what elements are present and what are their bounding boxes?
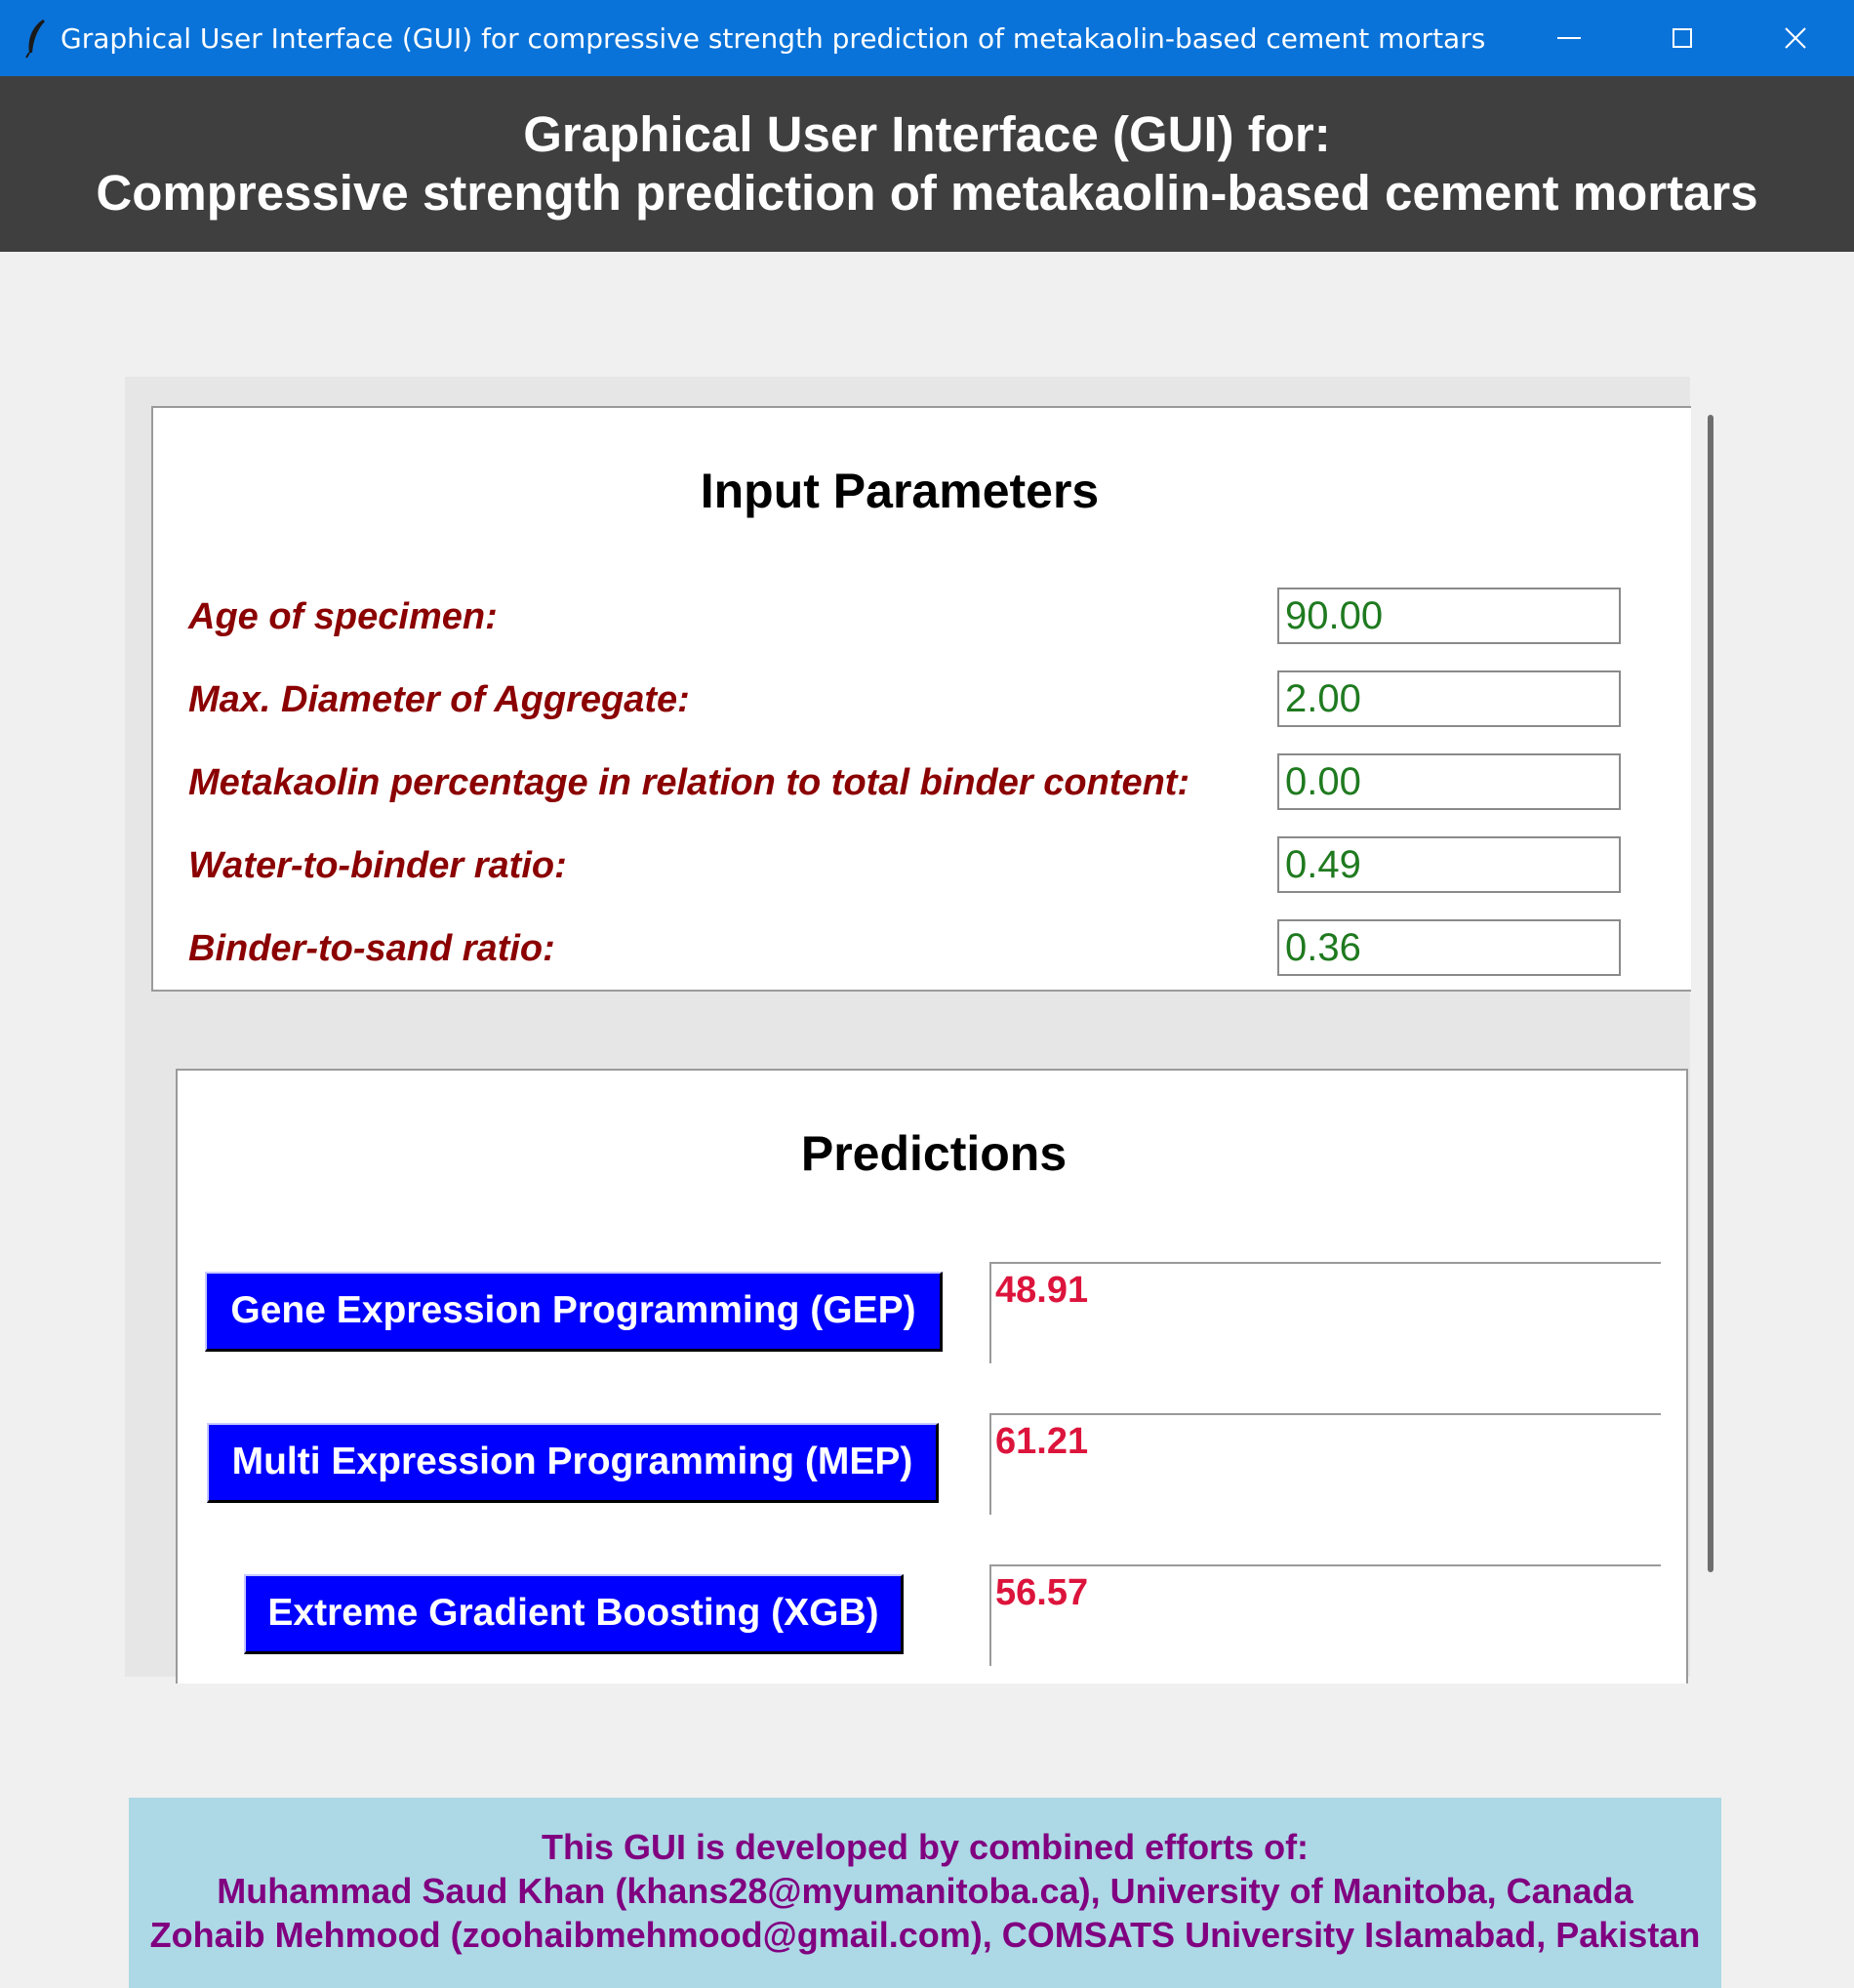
header-title: Graphical User Interface (GUI) for: [523, 106, 1331, 162]
feather-icon [23, 18, 49, 59]
input-parameters-title: Input Parameters [700, 464, 1100, 518]
header-subtitle: Compressive strength prediction of metak… [96, 165, 1758, 221]
predictions-title: Predictions [800, 1126, 1068, 1181]
age-of-specimen-input[interactable] [1277, 588, 1621, 644]
minimize-icon [1557, 37, 1581, 39]
mep-button[interactable]: Multi Expression Programming (MEP) [207, 1423, 939, 1503]
input-parameters-panel: Input Parameters Age of specimen: Max. D… [151, 406, 1691, 992]
window-title: Graphical User Interface (GUI) for compr… [60, 22, 1486, 55]
credits-author-2: Zohaib Mehmood (zoohaibmehmood@gmail.com… [149, 1915, 1701, 1955]
water-to-binder-ratio-label: Water-to-binder ratio: [188, 845, 567, 886]
max-diameter-of-aggregate-label: Max. Diameter of Aggregate: [188, 679, 690, 720]
credits-author-1: Muhammad Saud Khan (khans28@myumanitoba.… [217, 1871, 1633, 1911]
vertical-scrollbar[interactable] [1708, 415, 1713, 1572]
credits-heading: This GUI is developed by combined effort… [541, 1827, 1310, 1867]
xgb-result: 56.57 [989, 1564, 1661, 1666]
metakaolin-percentage-input[interactable] [1277, 753, 1621, 810]
close-icon [1785, 27, 1806, 49]
max-diameter-of-aggregate-input[interactable] [1277, 670, 1621, 727]
close-button[interactable] [1739, 0, 1852, 76]
metakaolin-percentage-label: Metakaolin percentage in relation to tot… [188, 762, 1190, 803]
binder-to-sand-ratio-input[interactable] [1277, 919, 1621, 976]
water-to-binder-ratio-input[interactable] [1277, 836, 1621, 893]
age-of-specimen-label: Age of specimen: [188, 596, 498, 637]
maximize-icon [1673, 28, 1692, 48]
binder-to-sand-ratio-label: Binder-to-sand ratio: [188, 928, 555, 969]
window-title-bar[interactable]: Graphical User Interface (GUI) for compr… [0, 0, 1854, 76]
app-header: Graphical User Interface (GUI) for: Comp… [0, 76, 1854, 252]
xgb-button[interactable]: Extreme Gradient Boosting (XGB) [244, 1574, 904, 1654]
gep-button[interactable]: Gene Expression Programming (GEP) [205, 1272, 943, 1352]
maximize-button[interactable] [1626, 0, 1739, 76]
mep-result: 61.21 [989, 1413, 1661, 1515]
predictions-panel: Predictions Gene Expression Programming … [176, 1069, 1688, 1684]
gep-result: 48.91 [989, 1262, 1661, 1363]
credits-panel: This GUI is developed by combined effort… [129, 1798, 1721, 1988]
minimize-button[interactable] [1512, 0, 1626, 76]
